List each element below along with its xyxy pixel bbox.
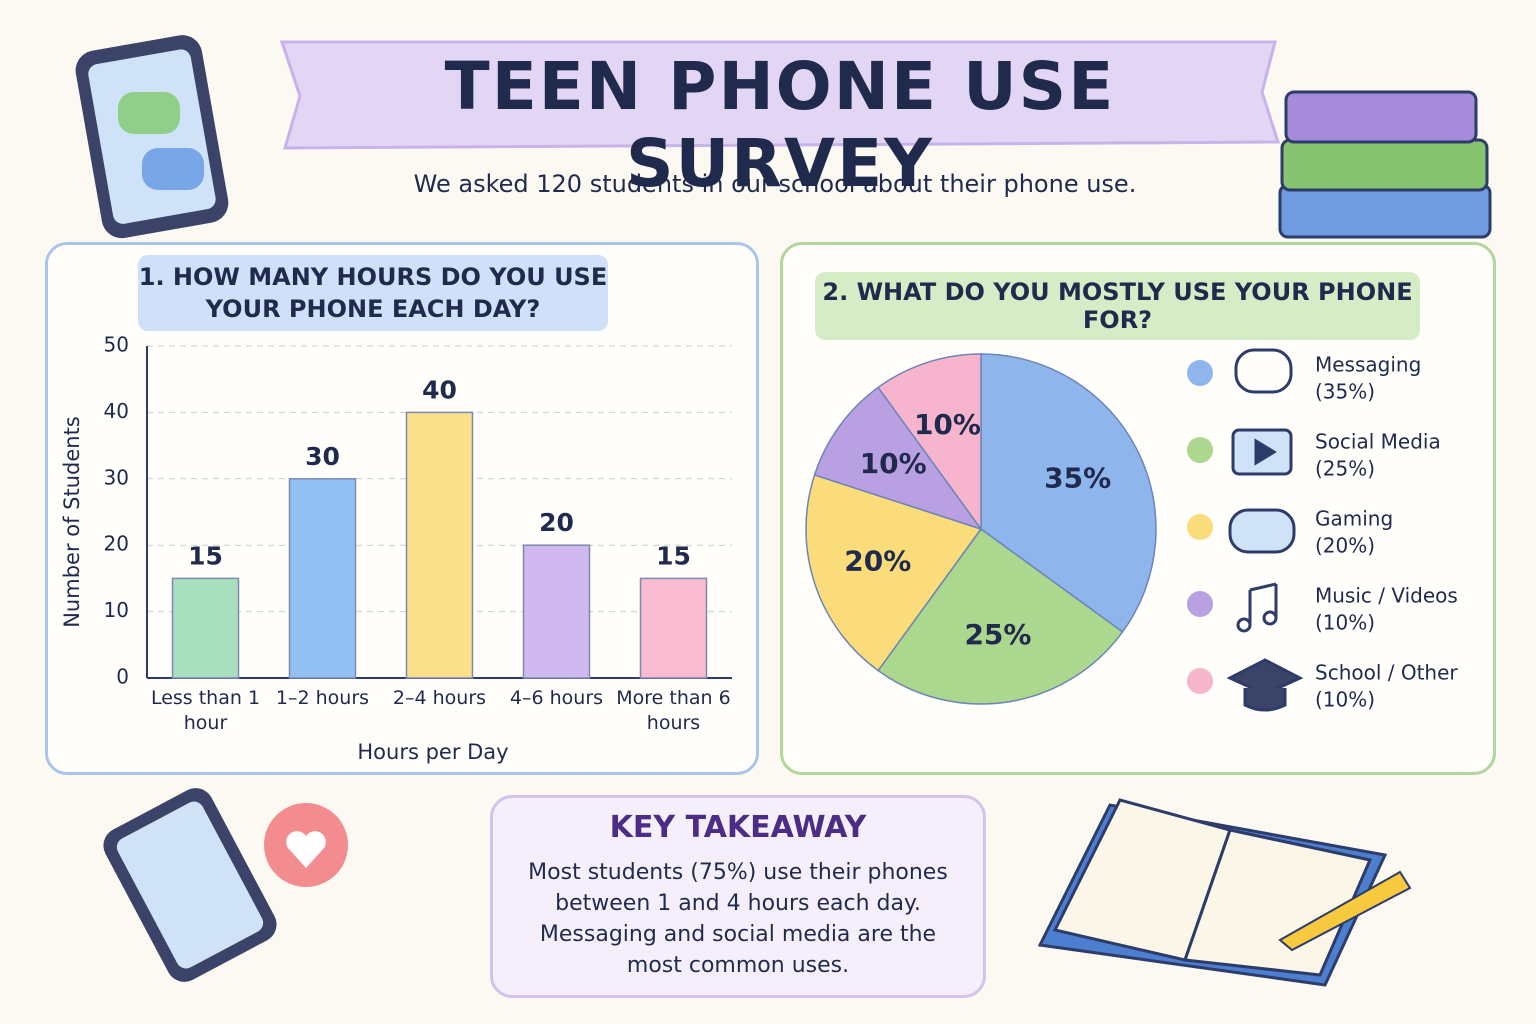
legend-swatch (1187, 591, 1213, 617)
legend-label: School / Other (1315, 661, 1458, 685)
y-tick-label: 20 (104, 532, 129, 556)
books-decoration (1278, 90, 1492, 239)
x-axis-title: Hours per Day (357, 740, 509, 764)
legend-value: (35%) (1315, 380, 1375, 404)
legend-swatch (1187, 360, 1213, 386)
pie-slice (813, 386, 983, 531)
bar (522, 544, 591, 679)
bar-chart-title: 1. HOW MANY HOURS DO YOU USE YOUR PHONE … (138, 255, 608, 331)
takeaway-title: KEY TAKEAWAY (609, 810, 867, 845)
x-tick-label: 2–4 hours (392, 687, 487, 709)
legend-label: Music / Videos (1315, 584, 1458, 608)
pie-value-label: 20% (844, 545, 911, 578)
pie-value-label: 10% (860, 447, 927, 480)
pie-value-label: 25% (964, 618, 1031, 651)
phone-decoration (75, 35, 229, 239)
page-title: TEEN PHONE USE SURVEY (444, 48, 1116, 202)
y-tick-label: 50 (104, 333, 129, 357)
bar (171, 577, 240, 679)
y-tick-label: 0 (116, 665, 129, 689)
pie-slice (980, 353, 1157, 633)
bar (288, 478, 357, 679)
pie-value-label: 10% (914, 408, 981, 441)
legend-label: Gaming (1315, 507, 1393, 531)
x-tick-label: Less than 1 hour (150, 687, 261, 734)
bar-value-label: 15 (188, 541, 223, 570)
pie-slice (877, 353, 982, 532)
legend-value: (20%) (1315, 534, 1375, 558)
pie-value-label: 35% (1044, 462, 1111, 495)
subtitle: We asked 120 students in our school abou… (413, 170, 1137, 198)
legend-swatch (1187, 437, 1213, 463)
title-banner (279, 40, 1281, 150)
legend-label: Messaging (1315, 353, 1421, 377)
takeaway-panel (490, 795, 986, 998)
bar (405, 411, 474, 679)
y-axis-title: Number of Students (60, 416, 84, 628)
legend-icons (1226, 348, 1304, 712)
x-tick-label: More than 6 hours (616, 687, 731, 734)
legend-value: (10%) (1315, 611, 1375, 635)
bar-value-label: 30 (305, 442, 340, 471)
y-tick-label: 30 (104, 465, 129, 489)
bar (639, 577, 708, 679)
pie-slice (805, 473, 983, 672)
pie-chart-title: 2. WHAT DO YOU MOSTLY USE YOUR PHONE FOR… (815, 272, 1420, 340)
legend-value: (10%) (1315, 688, 1375, 712)
phone-heart-decoration (103, 788, 348, 982)
legend-value: (25%) (1315, 457, 1375, 481)
bar-value-label: 40 (422, 375, 457, 404)
x-tick-label: 4–6 hours (509, 687, 604, 709)
bar-value-label: 20 (539, 508, 574, 537)
bar-value-label: 15 (656, 541, 691, 570)
legend-swatch (1187, 514, 1213, 540)
x-tick-label: 1–2 hours (275, 687, 370, 709)
legend-swatch (1187, 668, 1213, 694)
book-decoration (1037, 798, 1412, 987)
y-tick-label: 40 (104, 399, 129, 423)
takeaway-text: Most students (75%) use their phones bet… (528, 860, 948, 978)
y-tick-label: 10 (104, 598, 129, 622)
legend-label: Social Media (1315, 430, 1441, 454)
pie-slice (877, 527, 1124, 705)
